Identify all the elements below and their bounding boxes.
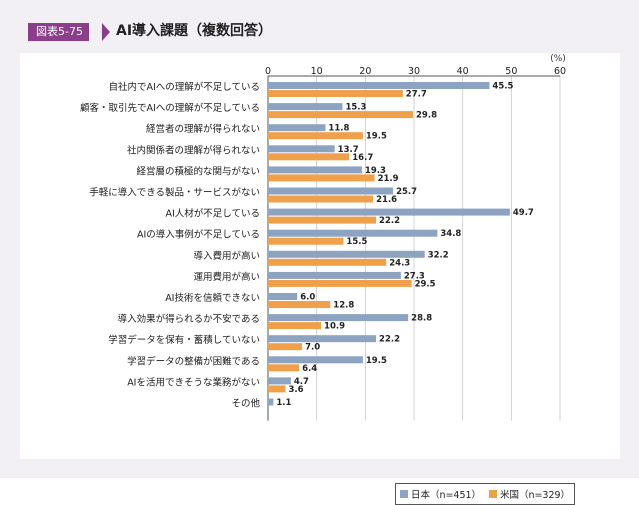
value-label-japan: 49.7 [513,208,534,218]
legend-label-usa: 米国（n=329） [499,490,571,501]
bar-japan [268,356,363,364]
bar-usa [268,258,387,266]
value-label-japan: 34.8 [440,229,461,239]
value-label-usa: 29.8 [416,111,437,121]
bar-japan [268,229,438,237]
bar-japan [268,166,362,174]
unit-label: (%) [550,54,566,64]
category-label: 学習データを保有・蓄積していない [108,334,260,346]
legend-item-usa: 米国（n=329） [488,487,571,501]
category-label: 顧客・取引先でAIへの理解が不足している [80,102,260,114]
category-label: 運用費用が高い [193,271,260,283]
x-tick-label-0: 0 [265,66,271,77]
value-label-usa: 29.5 [415,279,436,289]
bar-japan [268,187,394,195]
value-label-japan: 45.5 [492,82,513,92]
x-tick-label-60: 60 [554,66,566,77]
bar-chart: (%) 0 10 20 30 40 50 60 自社内でAIへの理解が不足している 45.5 27.… [80,54,566,421]
legend-item-japan: 日本（n=451） [399,487,482,501]
value-label-usa: 24.3 [389,258,410,268]
value-label-japan: 4.7 [294,377,309,387]
value-label-japan: 15.3 [345,103,366,113]
value-label-usa: 16.7 [352,153,373,163]
bar-usa [268,364,300,372]
bar-usa [268,301,331,308]
value-label-japan: 27.3 [404,271,425,281]
x-tick-label-10: 10 [311,66,323,77]
category-label: AI人材が不足している [165,208,260,220]
value-label-usa: 6.4 [302,364,317,374]
value-label-usa: 10.9 [324,322,345,332]
bar-usa [268,111,414,119]
badge-arrow [102,23,110,41]
figure-title: AI導入課題（複数回答） [116,23,273,39]
value-label-japan: 19.5 [366,356,387,366]
legend-label-japan: 日本（n=451） [410,490,482,501]
bar-japan [268,208,510,216]
category-label: AIを活用できそうな業務がない [127,376,260,388]
bar-usa [268,237,344,245]
bar-japan [268,271,401,279]
category-label: 導入費用が高い [193,250,260,262]
value-label-usa: 21.9 [378,174,399,184]
value-label-usa: 3.6 [289,385,304,395]
value-label-japan: 6.0 [300,293,315,303]
chart-panel: (%) 0 10 20 30 40 50 60 自社内でAIへの理解が不足している 45.5 27.… [20,53,620,505]
x-tick-label-20: 20 [359,66,371,77]
category-label: 自社内でAIへの理解が不足している [108,81,260,93]
category-label: AIの導入事例が不足している [137,229,260,241]
value-label-usa: 27.7 [406,90,427,100]
x-tick-label-40: 40 [457,66,469,77]
figure-number-badge: 図表5-75 [28,23,89,41]
bar-usa [268,90,403,97]
x-tick-label-30: 30 [408,66,420,77]
category-label: その他 [231,398,260,410]
bar-japan [268,293,298,300]
bar-usa [268,132,363,140]
value-label-japan: 28.8 [411,314,432,324]
bar-japan [268,335,377,343]
value-label-japan: 22.2 [379,335,400,345]
bar-japan [268,398,274,406]
value-label-usa: 7.0 [305,343,320,353]
value-label-usa: 21.6 [376,195,397,205]
bar-japan [268,82,490,89]
bar-usa [268,153,350,161]
value-label-japan: 19.3 [365,166,386,176]
bar-japan [268,377,291,385]
chart-legend: 日本（n=451） 米国（n=329） [395,483,575,505]
bar-usa [268,174,375,182]
category-label: 経営者の理解が得られない [146,123,260,135]
bar-usa [268,195,374,203]
value-label-japan: 11.8 [328,124,349,134]
bar-japan [268,124,326,132]
category-label: 経営層の積極的な関与がない [136,165,260,177]
bar-japan [268,145,335,153]
bar-japan [268,250,425,258]
value-label-japan: 1.1 [276,398,291,408]
legend-swatch-usa [488,490,497,498]
category-label: 学習データの整備が困難である [127,355,260,367]
bar-japan [268,103,343,111]
category-label: 社内関係者の理解が得られない [127,144,260,156]
bar-japan [268,314,409,322]
value-label-usa: 22.2 [379,216,400,226]
category-label: 手軽に導入できる製品・サービスがない [89,187,260,199]
x-tick-label-50: 50 [505,66,517,77]
value-label-usa: 19.5 [366,132,387,142]
value-label-japan: 32.2 [428,250,449,260]
value-label-japan: 25.7 [396,187,417,197]
bar-usa [268,343,303,351]
value-label-usa: 12.8 [333,301,354,311]
bar-usa [268,385,286,393]
value-label-japan: 13.7 [338,145,359,155]
bar-usa [268,279,412,287]
value-label-usa: 15.5 [346,237,367,247]
legend-swatch-japan [399,490,408,498]
category-label: AI技術を信頼できない [165,292,260,304]
bar-usa [268,216,377,224]
bar-usa [268,322,322,330]
category-label: 導入効果が得られるか不安である [118,313,260,325]
